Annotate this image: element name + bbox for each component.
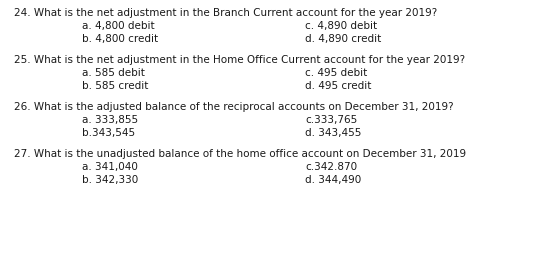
Text: c.342.870: c.342.870 xyxy=(305,162,357,172)
Text: 26. What is the adjusted balance of the reciprocal accounts on December 31, 2019: 26. What is the adjusted balance of the … xyxy=(14,102,454,112)
Text: b.343,545: b.343,545 xyxy=(82,128,135,138)
Text: c.333,765: c.333,765 xyxy=(305,115,358,125)
Text: 24. What is the net adjustment in the Branch Current account for the year 2019?: 24. What is the net adjustment in the Br… xyxy=(14,8,437,18)
Text: 27. What is the unadjusted balance of the home office account on December 31, 20: 27. What is the unadjusted balance of th… xyxy=(14,149,466,159)
Text: b. 585 credit: b. 585 credit xyxy=(82,81,148,91)
Text: a. 4,800 debit: a. 4,800 debit xyxy=(82,21,155,31)
Text: d. 495 credit: d. 495 credit xyxy=(305,81,371,91)
Text: c. 4,890 debit: c. 4,890 debit xyxy=(305,21,377,31)
Text: d. 344,490: d. 344,490 xyxy=(305,175,361,185)
Text: c. 495 debit: c. 495 debit xyxy=(305,68,367,78)
Text: b. 4,800 credit: b. 4,800 credit xyxy=(82,34,158,44)
Text: a. 585 debit: a. 585 debit xyxy=(82,68,145,78)
Text: 25. What is the net adjustment in the Home Office Current account for the year 2: 25. What is the net adjustment in the Ho… xyxy=(14,55,465,65)
Text: d. 4,890 credit: d. 4,890 credit xyxy=(305,34,381,44)
Text: a. 333,855: a. 333,855 xyxy=(82,115,138,125)
Text: a. 341,040: a. 341,040 xyxy=(82,162,138,172)
Text: d. 343,455: d. 343,455 xyxy=(305,128,361,138)
Text: b. 342,330: b. 342,330 xyxy=(82,175,138,185)
